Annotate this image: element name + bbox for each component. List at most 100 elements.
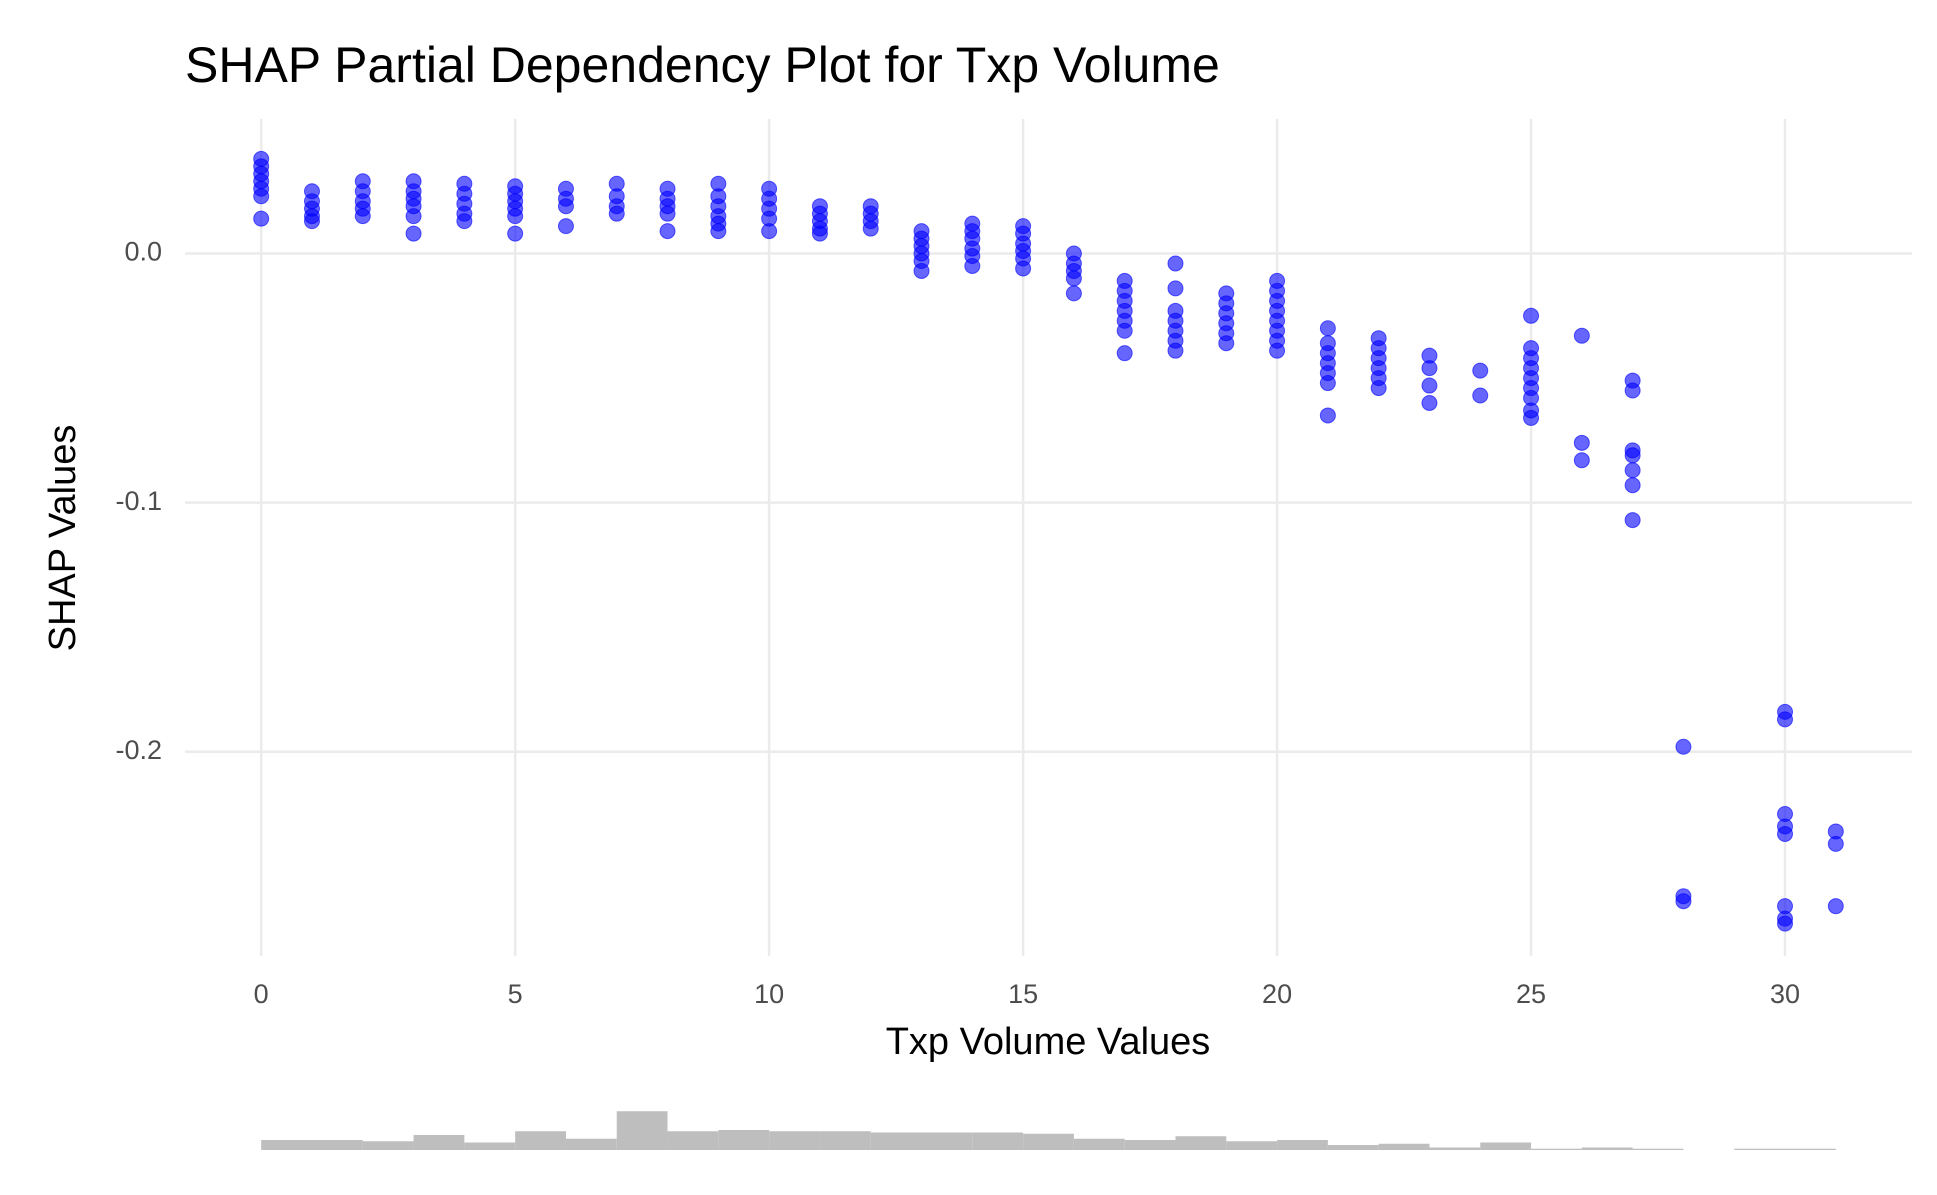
point <box>1015 260 1032 277</box>
x-axis-title: Txp Volume Values <box>886 1021 1211 1063</box>
point <box>1523 409 1540 426</box>
point <box>1370 380 1387 397</box>
point <box>1624 382 1641 399</box>
point <box>1827 898 1844 915</box>
histogram-bar <box>870 1132 922 1150</box>
point <box>1472 362 1489 379</box>
histogram-bar <box>515 1131 566 1150</box>
point <box>557 218 574 235</box>
histogram-bar <box>1277 1140 1328 1150</box>
point <box>1167 342 1184 359</box>
point <box>1777 825 1794 842</box>
point <box>557 198 574 215</box>
point <box>1319 407 1336 424</box>
point <box>1777 915 1794 932</box>
histogram-bar <box>1327 1145 1379 1150</box>
point <box>1421 360 1438 377</box>
point <box>1421 394 1438 411</box>
chart-title: SHAP Partial Dependency Plot for Txp Vol… <box>185 37 1220 93</box>
histogram-bar <box>413 1135 465 1150</box>
point <box>1116 322 1133 339</box>
point <box>1777 711 1794 728</box>
x-tick-label: 30 <box>1770 979 1800 1009</box>
point <box>1573 327 1590 344</box>
histogram-bar <box>1785 1148 1836 1150</box>
histogram-bar <box>1073 1138 1125 1150</box>
point <box>1218 335 1235 352</box>
histogram-bar <box>1023 1133 1074 1150</box>
x-tick-label: 25 <box>1516 979 1546 1009</box>
point <box>1573 434 1590 451</box>
point <box>253 188 270 205</box>
point <box>456 213 473 230</box>
histogram-bar <box>972 1132 1024 1150</box>
point <box>913 262 930 279</box>
point <box>253 210 270 227</box>
point <box>1523 307 1540 324</box>
y-axis-title: SHAP Values <box>42 425 84 652</box>
histogram-bar <box>616 1111 668 1150</box>
point <box>1065 285 1082 302</box>
point <box>761 223 778 240</box>
y-tick-label: 0.0 <box>124 237 162 267</box>
point <box>1573 452 1590 469</box>
point <box>811 225 828 242</box>
point <box>1624 447 1641 464</box>
histogram-bar <box>667 1131 719 1150</box>
histogram-bar <box>1531 1148 1582 1150</box>
point <box>1421 377 1438 394</box>
point <box>1319 320 1336 337</box>
histogram-bar <box>565 1138 617 1150</box>
histogram-bar <box>1480 1142 1532 1150</box>
point <box>659 205 676 222</box>
point <box>608 205 625 222</box>
histogram-bar <box>1581 1147 1633 1150</box>
histogram-bar <box>362 1141 414 1150</box>
point <box>710 223 727 240</box>
point <box>1167 255 1184 272</box>
point <box>354 208 371 225</box>
histogram-bar <box>1226 1141 1278 1150</box>
point <box>1116 345 1133 362</box>
point <box>507 225 524 242</box>
point <box>1167 280 1184 297</box>
histogram-bar <box>1175 1136 1227 1150</box>
point <box>303 213 320 230</box>
histogram-bar <box>261 1140 312 1150</box>
point <box>659 223 676 240</box>
point <box>405 208 422 225</box>
point <box>1624 462 1641 479</box>
point <box>1675 738 1692 755</box>
point <box>1319 375 1336 392</box>
histogram-bar <box>718 1130 770 1150</box>
histogram-bar <box>819 1131 871 1150</box>
y-tick-label: -0.2 <box>115 735 162 765</box>
histogram-bar <box>769 1131 820 1150</box>
histogram-bar <box>1429 1147 1481 1150</box>
x-tick-label: 0 <box>254 979 269 1009</box>
x-tick-label: 10 <box>754 979 784 1009</box>
point <box>507 208 524 225</box>
point <box>1624 477 1641 494</box>
point <box>1269 342 1286 359</box>
histogram-bar <box>1378 1143 1430 1150</box>
histogram-bar <box>921 1132 973 1150</box>
point <box>405 225 422 242</box>
point <box>1675 893 1692 910</box>
histogram-bar <box>1124 1140 1176 1150</box>
point <box>964 257 981 274</box>
point <box>862 220 879 237</box>
histogram-bar <box>311 1140 363 1150</box>
point <box>1065 270 1082 287</box>
histogram-bar <box>1632 1148 1684 1150</box>
histogram-bar <box>464 1142 516 1150</box>
x-tick-label: 20 <box>1262 979 1292 1009</box>
histogram-bar <box>1734 1148 1786 1150</box>
point <box>1624 512 1641 529</box>
x-tick-label: 15 <box>1008 979 1038 1009</box>
x-tick-label: 5 <box>508 979 523 1009</box>
point <box>1827 835 1844 852</box>
y-tick-label: -0.1 <box>115 486 162 516</box>
point <box>1472 387 1489 404</box>
